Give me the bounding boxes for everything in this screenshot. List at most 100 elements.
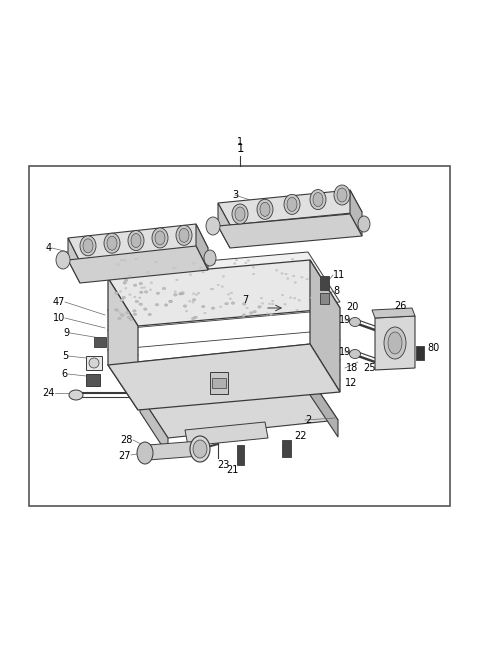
Ellipse shape	[119, 312, 121, 314]
Ellipse shape	[217, 284, 219, 286]
Ellipse shape	[242, 303, 246, 305]
Ellipse shape	[123, 259, 126, 261]
Ellipse shape	[169, 300, 172, 303]
Polygon shape	[105, 252, 340, 320]
Ellipse shape	[211, 307, 215, 309]
Ellipse shape	[228, 293, 230, 295]
Ellipse shape	[235, 259, 238, 261]
Ellipse shape	[258, 306, 261, 308]
Ellipse shape	[107, 236, 117, 250]
Ellipse shape	[168, 300, 172, 303]
Text: 18: 18	[346, 363, 358, 373]
Polygon shape	[140, 378, 338, 438]
Ellipse shape	[250, 312, 253, 314]
Ellipse shape	[242, 314, 245, 317]
Ellipse shape	[233, 263, 236, 265]
Text: 9: 9	[64, 328, 70, 338]
Ellipse shape	[83, 239, 93, 253]
Ellipse shape	[104, 233, 120, 253]
Ellipse shape	[144, 291, 148, 293]
Ellipse shape	[183, 305, 187, 307]
Bar	[237, 445, 244, 465]
Ellipse shape	[162, 288, 166, 290]
Ellipse shape	[192, 301, 194, 303]
Ellipse shape	[129, 293, 131, 295]
Ellipse shape	[202, 305, 205, 308]
Ellipse shape	[126, 311, 129, 314]
Ellipse shape	[311, 290, 314, 291]
Ellipse shape	[133, 296, 136, 298]
Text: 20: 20	[346, 302, 358, 312]
Text: 8: 8	[333, 286, 339, 296]
Ellipse shape	[231, 302, 235, 305]
Polygon shape	[185, 422, 268, 446]
Ellipse shape	[316, 306, 319, 307]
Ellipse shape	[122, 296, 125, 299]
Polygon shape	[148, 441, 200, 460]
Ellipse shape	[120, 314, 124, 316]
Ellipse shape	[349, 318, 360, 326]
Ellipse shape	[185, 310, 188, 312]
Ellipse shape	[173, 267, 176, 269]
Bar	[282, 440, 291, 457]
Polygon shape	[68, 238, 80, 283]
Ellipse shape	[243, 314, 245, 315]
Text: 28: 28	[120, 435, 133, 445]
Ellipse shape	[213, 263, 216, 265]
Ellipse shape	[291, 259, 294, 260]
Polygon shape	[108, 260, 340, 326]
Text: 10: 10	[53, 313, 65, 323]
Polygon shape	[310, 378, 338, 437]
Polygon shape	[372, 308, 415, 318]
Text: 6: 6	[62, 369, 68, 379]
Ellipse shape	[192, 293, 195, 295]
Ellipse shape	[232, 204, 248, 224]
Ellipse shape	[180, 292, 184, 295]
Ellipse shape	[174, 291, 177, 293]
Ellipse shape	[176, 225, 192, 246]
Ellipse shape	[281, 294, 284, 296]
Ellipse shape	[190, 436, 210, 462]
Ellipse shape	[253, 310, 256, 313]
Ellipse shape	[56, 251, 70, 269]
Text: 27: 27	[119, 451, 131, 461]
Text: 7: 7	[242, 295, 248, 305]
Ellipse shape	[133, 284, 137, 286]
Ellipse shape	[117, 310, 120, 312]
Ellipse shape	[133, 313, 137, 316]
Ellipse shape	[139, 297, 141, 299]
Ellipse shape	[306, 278, 308, 280]
Ellipse shape	[152, 228, 168, 248]
Text: 19: 19	[339, 315, 351, 325]
Ellipse shape	[313, 193, 323, 206]
Polygon shape	[68, 246, 208, 283]
Bar	[29, 166, 450, 506]
Text: 12: 12	[345, 378, 358, 388]
Ellipse shape	[287, 197, 297, 212]
Ellipse shape	[120, 259, 123, 261]
Ellipse shape	[293, 297, 296, 299]
Ellipse shape	[289, 297, 292, 299]
Ellipse shape	[176, 279, 178, 281]
Text: 2: 2	[305, 415, 311, 425]
Bar	[210, 372, 228, 394]
Ellipse shape	[123, 282, 126, 284]
Polygon shape	[108, 278, 138, 410]
Ellipse shape	[139, 303, 143, 305]
Ellipse shape	[89, 358, 99, 368]
Ellipse shape	[300, 276, 303, 278]
Polygon shape	[350, 190, 362, 236]
Polygon shape	[375, 316, 415, 370]
Ellipse shape	[197, 292, 200, 294]
Text: 25: 25	[364, 363, 376, 373]
Polygon shape	[140, 395, 168, 455]
Ellipse shape	[118, 317, 121, 320]
Ellipse shape	[358, 216, 370, 232]
Ellipse shape	[179, 229, 189, 242]
Ellipse shape	[179, 293, 182, 295]
Ellipse shape	[140, 291, 143, 293]
Polygon shape	[310, 260, 340, 392]
Ellipse shape	[281, 272, 283, 274]
Ellipse shape	[155, 303, 159, 306]
Ellipse shape	[200, 267, 202, 269]
